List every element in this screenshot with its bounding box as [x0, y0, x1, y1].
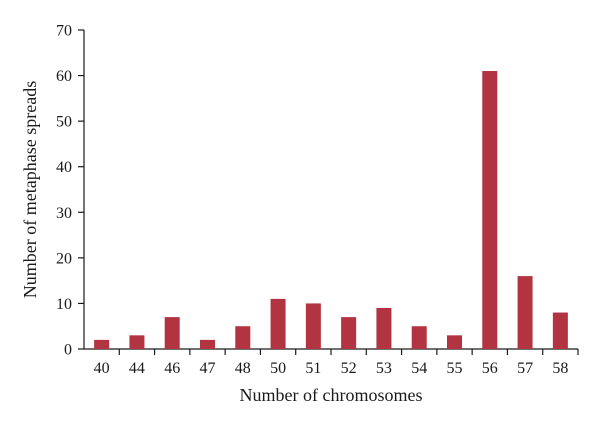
bar-47 [200, 339, 215, 349]
bar-52 [341, 317, 357, 349]
x-axis: 40 44 46 47 48 50 51 52 53 54 55 56 57 58 [84, 348, 579, 377]
y-axis-ticks: 0 10 20 30 40 50 60 70 [56, 23, 84, 359]
bar-55 [447, 335, 462, 349]
bars [94, 71, 568, 349]
bar-50 [270, 298, 286, 349]
x-tick-label: 44 [129, 360, 145, 377]
bar-48 [235, 326, 251, 349]
y-tick-label: 60 [56, 68, 72, 85]
x-axis-ticks: 40 44 46 47 48 50 51 52 53 54 55 56 57 58 [94, 349, 579, 377]
bar-44 [129, 335, 145, 349]
x-tick-label: 56 [482, 360, 498, 377]
bar-51 [305, 303, 321, 349]
bar-58 [552, 312, 568, 349]
bar-46 [164, 317, 180, 349]
y-tick-label: 0 [64, 342, 72, 359]
x-tick-label: 46 [164, 360, 180, 377]
bar-56 [482, 71, 498, 349]
y-tick-label: 30 [56, 205, 72, 222]
y-tick-label: 40 [56, 159, 72, 176]
x-tick-label: 54 [411, 360, 427, 377]
y-tick-label: 20 [56, 250, 72, 267]
bar-54 [411, 326, 427, 349]
x-tick-label: 57 [517, 360, 533, 377]
bar-57 [517, 276, 533, 349]
x-tick-label: 55 [447, 360, 463, 377]
x-tick-label: 47 [200, 360, 216, 377]
bar-40 [94, 339, 110, 349]
x-tick-label: 50 [270, 360, 286, 377]
x-tick-label: 51 [305, 360, 321, 377]
bar-53 [376, 307, 392, 349]
x-tick-label: 58 [552, 360, 568, 377]
y-axis-title: Number of metaphase spreads [20, 81, 40, 298]
x-axis-title: Number of chromosomes [240, 385, 423, 405]
x-tick-label: 40 [94, 360, 110, 377]
x-tick-label: 52 [341, 360, 357, 377]
x-tick-label: 48 [235, 360, 251, 377]
y-axis: 0 10 20 30 40 50 60 70 [56, 23, 85, 359]
y-tick-label: 70 [56, 23, 72, 40]
y-tick-label: 50 [56, 114, 72, 131]
y-tick-label: 10 [56, 296, 72, 313]
x-tick-label: 53 [376, 360, 392, 377]
